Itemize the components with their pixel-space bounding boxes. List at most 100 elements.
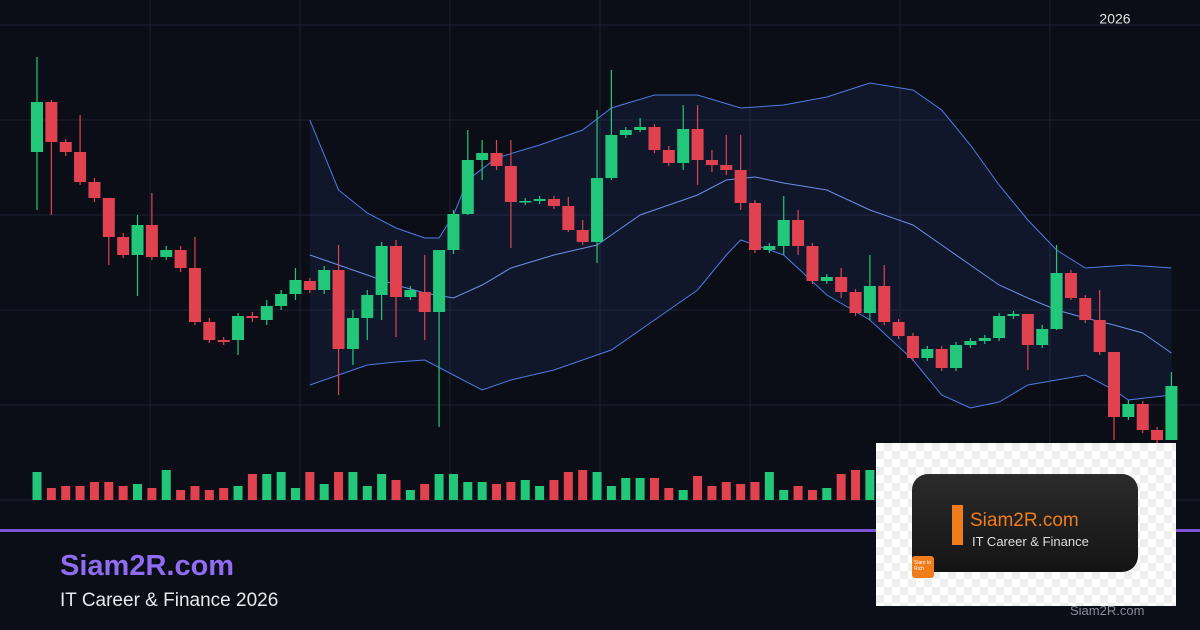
volume-bar — [46, 488, 56, 500]
candle-body — [145, 225, 158, 257]
volume-bar — [807, 490, 817, 500]
volume-bar — [391, 480, 401, 500]
candle-body — [1050, 273, 1063, 329]
band-fill — [309, 83, 1172, 408]
volume-bar — [434, 474, 444, 500]
footer-subtitle: IT Career & Finance 2026 — [60, 590, 279, 611]
candle-body — [102, 198, 115, 237]
candle-body — [45, 102, 58, 142]
candle-body — [1079, 298, 1092, 320]
candle-body — [634, 127, 647, 130]
candle-body — [763, 246, 776, 250]
volume-bar — [851, 470, 861, 500]
candle-body — [1093, 320, 1106, 352]
candle-body — [863, 286, 876, 313]
volume-bar — [520, 480, 530, 500]
volume-bar — [563, 472, 573, 500]
volume-bar — [89, 482, 99, 500]
volume-bar — [61, 486, 71, 500]
logo-panel: Siam2R.com IT Career & Finance Siam to R… — [876, 443, 1176, 606]
candle-body — [547, 199, 560, 206]
divider — [0, 529, 1200, 532]
candle-body — [246, 316, 259, 318]
volume-bar — [750, 482, 760, 500]
candle-body — [1021, 314, 1034, 345]
volume-bar — [334, 472, 344, 500]
volume-bar — [75, 486, 85, 500]
candle-body — [533, 199, 546, 201]
candle-body — [160, 250, 173, 257]
candle-body — [576, 230, 589, 242]
volume-bar — [219, 488, 229, 500]
footer-title: Siam2R.com — [60, 550, 235, 582]
volume-bar — [721, 482, 731, 500]
candle-body — [720, 165, 733, 170]
candle-body — [777, 220, 790, 246]
candle-body — [361, 295, 374, 318]
candle-body — [375, 246, 388, 295]
band-line — [309, 239, 1172, 409]
volume-bar — [836, 474, 846, 500]
candle-body — [217, 340, 230, 342]
logo-subtitle: IT Career & Finance — [972, 534, 1089, 549]
volume-bar — [190, 486, 200, 500]
candle-body — [1108, 352, 1120, 417]
volume-bar — [477, 482, 487, 500]
candle-body — [978, 338, 991, 341]
volume-bar — [420, 484, 430, 500]
candle-body — [476, 153, 489, 160]
volume-bar — [549, 480, 559, 500]
volume-bar — [707, 486, 717, 500]
candle-body — [878, 286, 891, 322]
candle-body — [504, 166, 517, 202]
volume-bar — [319, 484, 329, 500]
volume-bar — [176, 490, 186, 500]
volume-bar — [118, 486, 128, 500]
volume-bar — [463, 482, 473, 500]
band-line — [309, 82, 1172, 269]
candle-body — [749, 203, 761, 250]
volume-bar — [492, 484, 502, 500]
candle-body — [619, 130, 632, 135]
candle-body — [59, 142, 72, 152]
volume-bar — [133, 484, 143, 500]
candle-body — [820, 277, 833, 281]
candle-body — [433, 250, 446, 312]
candle-body — [1136, 404, 1149, 430]
candle-body — [461, 160, 474, 214]
candle-body — [892, 322, 905, 336]
candle-body — [519, 201, 532, 203]
volume-bar — [779, 490, 789, 500]
candle-body — [275, 294, 288, 306]
candle-body — [188, 268, 201, 322]
volume-bar — [693, 476, 703, 500]
candle-body — [1064, 273, 1077, 298]
candle-body — [806, 246, 819, 281]
volume-bar — [535, 486, 545, 500]
candle-body — [662, 150, 675, 163]
candle-body — [705, 160, 718, 165]
volume-bar — [262, 474, 272, 500]
volume-bar — [32, 472, 42, 500]
candle-body — [1151, 430, 1164, 440]
candle-body — [174, 250, 187, 268]
logo-icon: Siam to Rich — [912, 556, 934, 578]
volume-bar — [678, 490, 688, 500]
candle-body — [605, 135, 618, 178]
volume-bar — [147, 488, 157, 500]
volume-bar — [290, 488, 300, 500]
candle-body — [648, 127, 661, 150]
logo-card: Siam2R.com IT Career & Finance Siam to R… — [912, 474, 1138, 578]
candle-body — [404, 290, 417, 297]
volume-bar — [506, 482, 516, 500]
volume-bar — [621, 478, 631, 500]
candle-body — [691, 129, 704, 160]
volume-bar — [247, 474, 257, 500]
candle-body — [993, 316, 1006, 338]
candle-body — [950, 345, 963, 368]
candle-body — [490, 153, 503, 166]
candle-body — [677, 129, 690, 163]
candle-body — [1036, 329, 1049, 345]
volume-bar — [233, 486, 243, 500]
